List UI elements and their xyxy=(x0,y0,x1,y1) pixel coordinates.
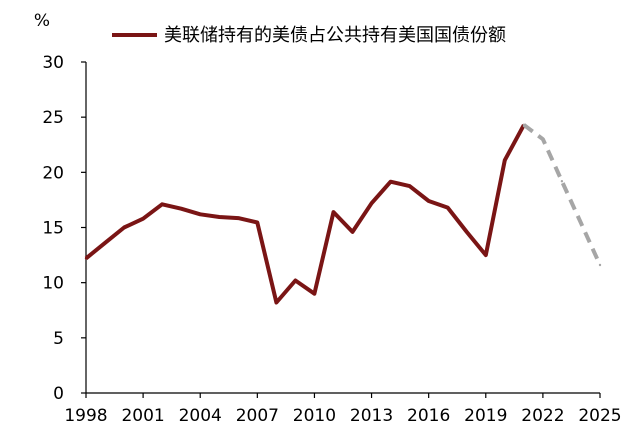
data-point xyxy=(103,241,107,245)
data-point xyxy=(84,257,88,260)
data-point xyxy=(160,203,164,206)
data-point xyxy=(389,180,392,183)
data-point xyxy=(351,230,354,234)
historical-series-line xyxy=(84,123,526,305)
x-tick-label: 2007 xyxy=(236,406,279,426)
data-point xyxy=(427,199,430,203)
data-point xyxy=(180,207,183,210)
data-point xyxy=(122,226,126,229)
y-tick-label: 5 xyxy=(53,329,64,349)
legend: 美联储持有的美债占公共持有美国国债份额 xyxy=(112,25,506,46)
legend-label: 美联储持有的美债占公共持有美国国债份额 xyxy=(164,25,506,46)
x-tick-label: 2025 xyxy=(578,406,621,426)
data-point xyxy=(237,216,240,220)
x-tick-label: 2019 xyxy=(464,406,507,426)
y-tick-label: 0 xyxy=(53,384,64,404)
series-layer xyxy=(84,123,602,305)
data-point xyxy=(484,253,487,257)
data-point xyxy=(560,180,564,183)
data-point xyxy=(256,221,259,224)
y-tick-label: 25 xyxy=(42,108,64,128)
x-tick-label: 2022 xyxy=(521,406,564,426)
data-point xyxy=(199,213,202,216)
x-tick-label: 2001 xyxy=(121,406,164,426)
data-point xyxy=(332,210,335,214)
x-tick-label: 2013 xyxy=(350,406,393,426)
data-point xyxy=(522,123,526,127)
data-point xyxy=(408,184,411,188)
data-point xyxy=(218,215,221,219)
y-tick-label: 30 xyxy=(42,53,64,73)
data-point xyxy=(141,217,145,220)
data-point xyxy=(275,301,278,304)
x-tick-label: 1998 xyxy=(64,406,107,426)
data-point xyxy=(313,292,316,295)
x-tick-label: 2010 xyxy=(293,406,336,426)
data-point xyxy=(579,221,583,225)
data-point xyxy=(503,159,506,162)
data-point xyxy=(370,202,373,205)
y-tick-label: 20 xyxy=(42,163,64,183)
y-tick-label: 10 xyxy=(42,274,64,294)
data-point xyxy=(446,206,449,209)
data-point xyxy=(541,138,545,141)
projection-series-line xyxy=(522,123,602,266)
data-point xyxy=(465,230,468,234)
data-point xyxy=(598,263,602,267)
x-tick-label: 2016 xyxy=(407,406,450,426)
y-tick-label: 15 xyxy=(42,219,64,239)
x-tick-label: 2004 xyxy=(179,406,222,426)
y-unit-label: % xyxy=(34,11,50,31)
data-point xyxy=(294,279,297,282)
